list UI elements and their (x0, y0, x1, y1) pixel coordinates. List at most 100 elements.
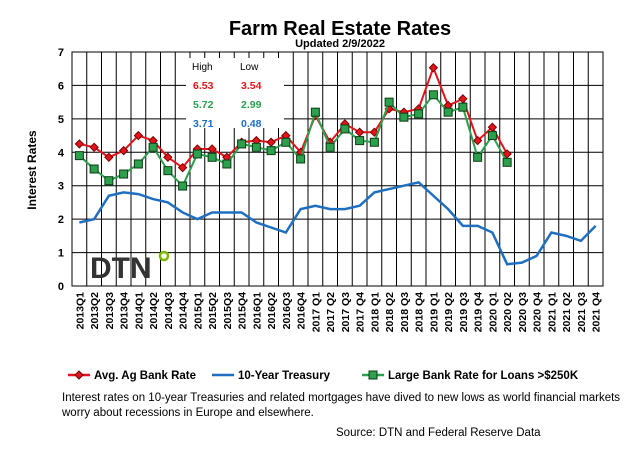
y-axis-label: Interest Rates (25, 130, 39, 210)
marker (148, 142, 158, 152)
marker (178, 181, 188, 191)
x-tick-label: 2018 Q4 (414, 292, 426, 332)
extremes-value: 6.53 (193, 80, 214, 92)
x-tick-label: 2019 Q1 (428, 292, 440, 332)
x-tick-label: 2016Q2 (266, 292, 278, 330)
extremes-header: High (192, 62, 213, 73)
x-tick-label: 2018 Q3 (399, 292, 411, 332)
marker (399, 112, 409, 122)
source: Source: DTN and Federal Reserve Data (336, 427, 541, 439)
marker (368, 370, 378, 380)
x-tick-label: 2013Q1 (74, 292, 86, 330)
y-tick-label: 3 (58, 181, 64, 193)
marker (207, 152, 217, 162)
marker (222, 159, 232, 169)
marker (237, 139, 247, 149)
marker (487, 131, 497, 141)
y-tick-label: 1 (58, 248, 64, 260)
x-tick-label: 2020 Q2 (502, 292, 514, 332)
marker (502, 157, 512, 167)
marker (296, 154, 306, 164)
marker (192, 149, 202, 159)
x-tick-label: 2017 Q3 (340, 292, 352, 332)
marker (325, 142, 335, 152)
x-tick-label: 2016Q3 (281, 292, 293, 330)
caption: Interest rates on 10-year Treasuries and… (62, 392, 621, 419)
marker (104, 176, 114, 186)
marker (472, 135, 483, 146)
x-tick-label: 2014Q4 (178, 292, 190, 330)
marker (473, 152, 483, 162)
marker (428, 90, 438, 100)
chart-title: Farm Real Estate Rates (229, 18, 451, 40)
x-tick-label: 2016Q1 (251, 292, 263, 330)
y-tick-label: 6 (58, 80, 64, 92)
y-tick-label: 2 (58, 214, 64, 226)
marker (355, 136, 365, 146)
x-tick-label: 2020 Q3 (517, 292, 529, 332)
x-tick-label: 2018 Q2 (384, 292, 396, 332)
marker (369, 137, 379, 147)
marker (177, 162, 188, 173)
x-tick-label: 2019 Q3 (458, 292, 470, 332)
extremes-value: 3.71 (193, 118, 214, 130)
marker (133, 159, 143, 169)
legend-label: Avg. Ag Bank Rate (94, 370, 196, 382)
marker (369, 127, 380, 137)
x-tick-label: 2013Q2 (89, 292, 101, 330)
marker (414, 109, 424, 119)
x-tick-label: 2021 Q1 (546, 292, 558, 332)
marker (118, 145, 129, 156)
logo-dot (158, 250, 170, 262)
marker (163, 152, 173, 163)
marker (104, 152, 114, 163)
marker (251, 142, 261, 152)
extremes-header: Low (240, 62, 259, 73)
x-tick-label: 2019 Q4 (473, 292, 485, 332)
x-tick-label: 2019 Q2 (443, 292, 455, 332)
marker (340, 124, 350, 134)
chart-subtitle: Updated 2/9/2022 (295, 38, 385, 50)
marker (384, 97, 394, 107)
x-tick-label: 2020 Q1 (487, 292, 499, 332)
x-tick-label: 2015Q4 (237, 292, 249, 330)
x-tick-label: 2020 Q4 (532, 292, 544, 332)
x-tick-label: 2015Q1 (192, 292, 204, 330)
x-tick-label: 2015Q3 (222, 292, 234, 330)
x-tick-label: 2014Q1 (133, 292, 145, 330)
marker (133, 130, 144, 141)
series-line (79, 181, 597, 266)
x-tick-label: 2018 Q1 (369, 292, 381, 332)
x-tick-label: 2021 Q3 (576, 292, 588, 332)
marker (443, 107, 453, 117)
x-tick-label: 2017 Q1 (310, 292, 322, 332)
marker (458, 102, 468, 112)
x-tick-label: 2016Q4 (296, 292, 308, 330)
extremes-box (186, 58, 284, 128)
y-tick-label: 5 (58, 114, 64, 126)
x-tick-label: 2013Q4 (119, 292, 131, 330)
extremes-value: 5.72 (193, 99, 214, 111)
marker (428, 63, 439, 73)
x-tick-label: 2021 Q2 (561, 292, 573, 332)
legend-label: Large Bank Rate for Loans >$250K (388, 370, 579, 382)
marker (74, 370, 84, 380)
marker (74, 151, 84, 161)
x-tick-label: 2015Q2 (207, 292, 219, 330)
extremes-value: 0.48 (241, 118, 262, 130)
x-tick-label: 2017 Q2 (325, 292, 337, 332)
marker (74, 139, 85, 149)
marker (266, 146, 276, 156)
marker (89, 164, 99, 174)
y-tick-label: 7 (58, 47, 64, 59)
extremes-value: 3.54 (241, 80, 262, 92)
marker (310, 107, 320, 117)
logo: DTN (90, 252, 152, 285)
x-tick-label: 2014Q2 (148, 292, 160, 330)
marker (89, 142, 99, 152)
x-tick-label: 2013Q3 (104, 292, 116, 330)
x-tick-label: 2021 Q4 (591, 292, 603, 332)
y-tick-label: 0 (58, 281, 64, 293)
